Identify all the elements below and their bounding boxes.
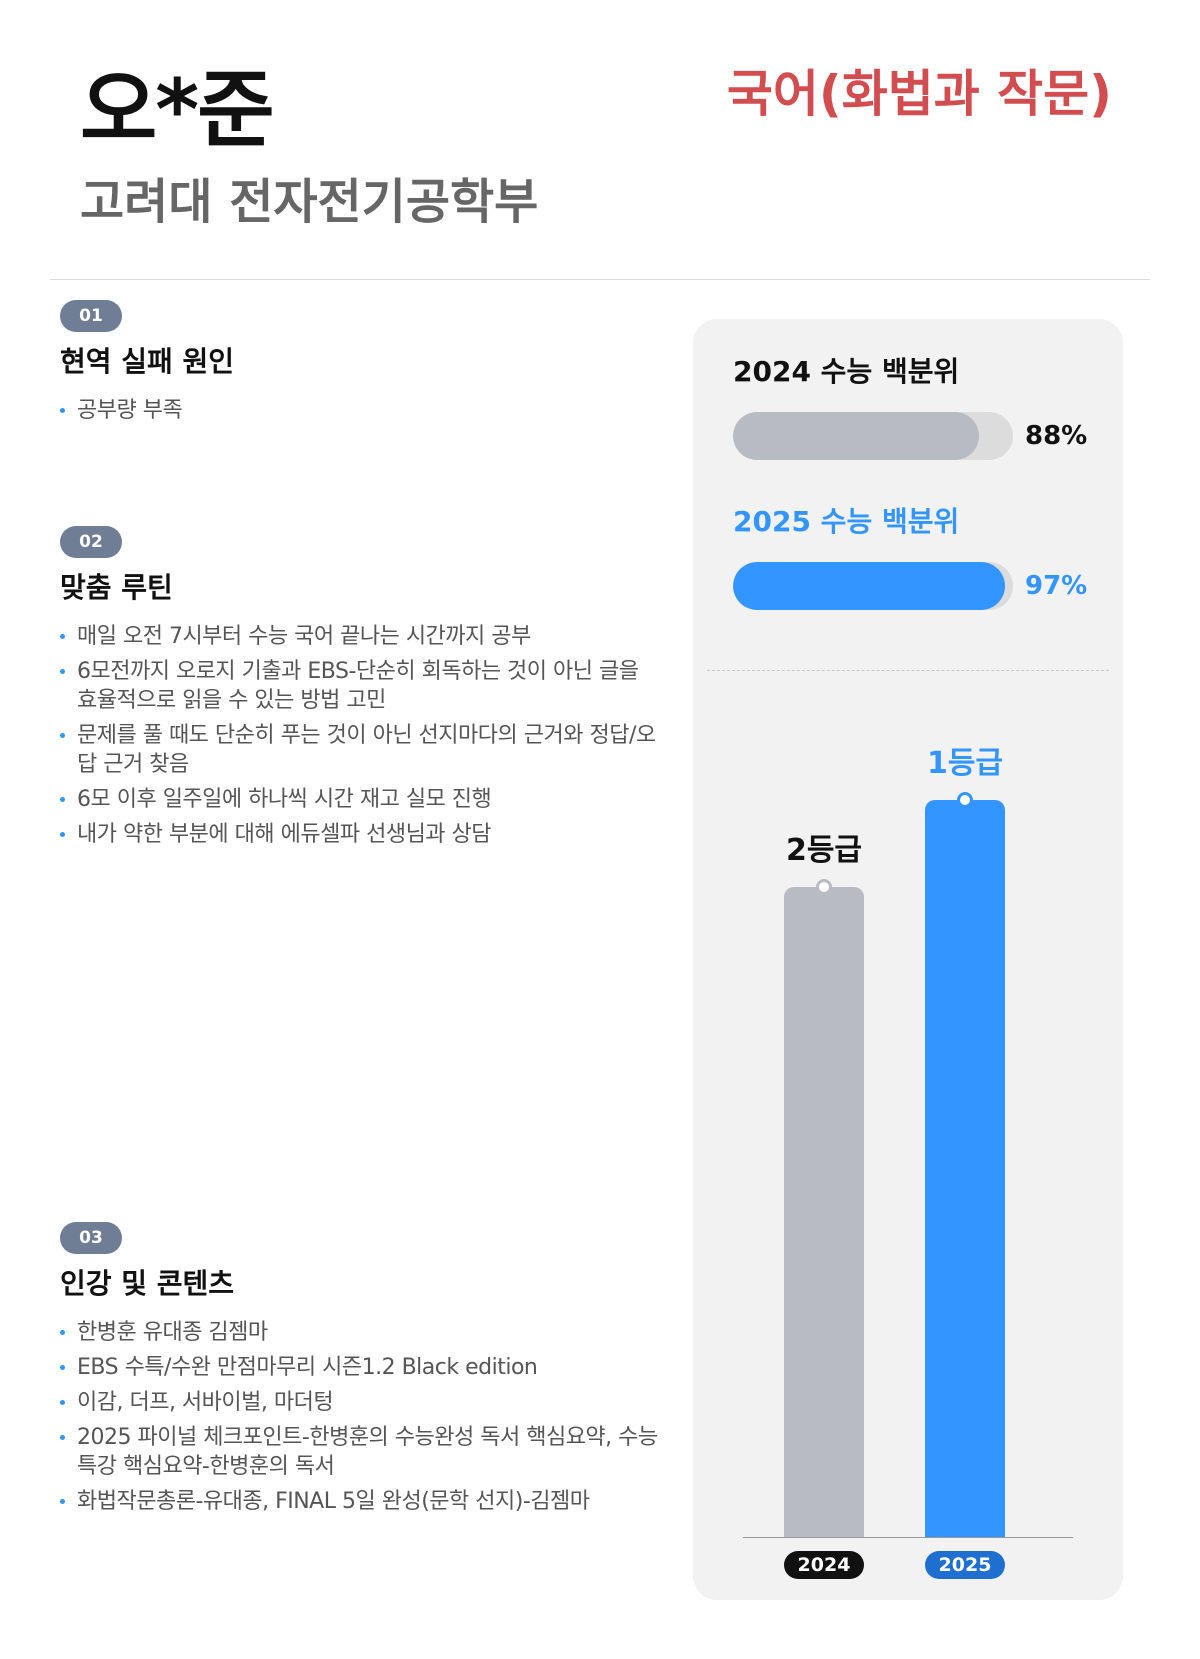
percentile-track-2024	[733, 412, 1013, 460]
section-03: 03 인강 및 콘텐츠 한병훈 유대종 김젬마 EBS 수특/수완 만점마무리 …	[60, 1222, 660, 1522]
section-title: 맞춤 루틴	[60, 571, 173, 604]
list-item: 내가 약한 부분에 대해 에듀셀파 선생님과 상담	[60, 820, 660, 849]
list-item: 화법작문총론-유대종, FINAL 5일 완성(문학 선지)-김젬마	[60, 1487, 660, 1516]
percentile-track-2025	[733, 562, 1013, 610]
percentile-label-2024: 2024 수능 백분위	[733, 355, 960, 388]
list-item: 2025 파이널 체크포인트-한병훈의 수능완성 독서 핵심요약, 수능특강 핵…	[60, 1423, 660, 1481]
subject-title: 국어(화법과 작문)	[726, 65, 1112, 123]
list-item: 공부량 부족	[60, 396, 660, 425]
student-name: 오*준	[80, 61, 274, 159]
section-number-badge: 01	[60, 300, 122, 332]
grade-label-2024: 2등급	[785, 833, 863, 868]
grade-bar-2024	[784, 887, 864, 1537]
dashed-divider	[707, 670, 1109, 671]
percentile-fill-2025	[733, 562, 1005, 610]
section-item-list: 한병훈 유대종 김젬마 EBS 수특/수완 만점마무리 시즌1.2 Black …	[60, 1318, 660, 1516]
grade-bar-dot-2024	[816, 879, 832, 895]
section-number-badge: 02	[60, 526, 122, 558]
score-panel: 2024 수능 백분위 88% 2025 수능 백분위 97% 2등급 1등급 …	[693, 319, 1123, 1600]
section-item-list: 매일 오전 7시부터 수능 국어 끝나는 시간까지 공부 6모전까지 오로지 기…	[60, 622, 660, 849]
chart-baseline	[743, 1537, 1073, 1538]
section-title: 인강 및 콘텐츠	[60, 1267, 235, 1300]
section-02: 02 맞춤 루틴 매일 오전 7시부터 수능 국어 끝나는 시간까지 공부 6모…	[60, 526, 660, 855]
grade-bar-dot-2025	[957, 792, 973, 808]
list-item: EBS 수특/수완 만점마무리 시즌1.2 Black edition	[60, 1353, 660, 1382]
percentile-fill-2024	[733, 412, 980, 460]
grade-bar-2025	[925, 800, 1005, 1537]
section-title: 현역 실패 원인	[60, 345, 235, 378]
percentile-value-2025: 97%	[1025, 571, 1088, 601]
header-divider	[50, 279, 1150, 280]
list-item: 6모전까지 오로지 기출과 EBS-단순히 회독하는 것이 아닌 글을 효율적으…	[60, 657, 660, 715]
grade-label-2025: 1등급	[926, 746, 1004, 781]
list-item: 문제를 풀 때도 단순히 푸는 것이 아닌 선지마다의 근거와 정답/오답 근거…	[60, 721, 660, 779]
list-item: 매일 오전 7시부터 수능 국어 끝나는 시간까지 공부	[60, 622, 660, 651]
percentile-value-2024: 88%	[1025, 421, 1088, 451]
list-item: 한병훈 유대종 김젬마	[60, 1318, 660, 1347]
list-item: 6모 이후 일주일에 하나씩 시간 재고 실모 진행	[60, 785, 660, 814]
percentile-label-2025: 2025 수능 백분위	[733, 505, 960, 538]
year-pill-2025: 2025	[925, 1551, 1005, 1579]
section-item-list: 공부량 부족	[60, 396, 660, 425]
section-number-badge: 03	[60, 1222, 122, 1254]
year-pill-2024: 2024	[784, 1551, 864, 1579]
section-01: 01 현역 실패 원인 공부량 부족	[60, 300, 660, 431]
school-department: 고려대 전자전기공학부	[80, 174, 539, 230]
list-item: 이감, 더프, 서바이벌, 마더텅	[60, 1388, 660, 1417]
